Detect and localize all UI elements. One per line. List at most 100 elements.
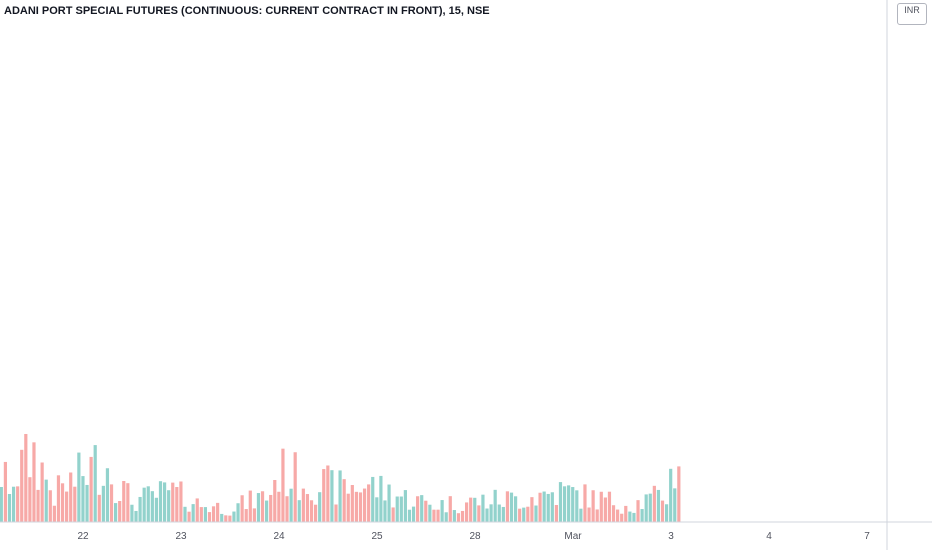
volume-bar xyxy=(432,509,436,522)
volume-bar xyxy=(473,497,477,522)
volume-bar xyxy=(354,491,359,522)
volume-bar xyxy=(52,505,56,522)
volume-bar xyxy=(420,495,424,522)
time-tick-label: 3 xyxy=(668,531,674,542)
volume-bar xyxy=(509,492,514,522)
volume-bar xyxy=(32,442,36,522)
volume-bar xyxy=(395,496,399,522)
price-axis-bg xyxy=(887,0,932,550)
volume-bar xyxy=(379,475,383,522)
volume-bar xyxy=(3,461,8,522)
volume-bar xyxy=(126,483,130,522)
volume-bar xyxy=(652,485,656,522)
volume-bar xyxy=(289,488,293,522)
time-tick-label: 28 xyxy=(469,531,481,542)
volume-bar xyxy=(669,468,673,522)
volume-bar xyxy=(48,490,52,522)
volume-bar xyxy=(648,493,652,522)
volume-bar xyxy=(428,504,432,522)
volume-bar xyxy=(187,511,191,522)
volume-bar xyxy=(624,505,628,522)
volume-bar xyxy=(334,504,338,522)
volume-bar xyxy=(644,494,648,522)
volume-bar xyxy=(28,477,32,522)
volume-bar xyxy=(191,504,195,522)
volume-bar xyxy=(158,481,163,522)
volume-bar xyxy=(322,469,326,522)
volume-bar xyxy=(595,509,599,522)
volume-bar xyxy=(371,476,375,522)
volume-bar xyxy=(664,504,669,522)
volume-bar xyxy=(440,500,444,522)
volume-bar xyxy=(93,445,97,522)
volume-bar xyxy=(456,513,461,522)
currency-button[interactable]: INR xyxy=(897,3,927,25)
time-tick-label: Mar xyxy=(564,531,582,542)
volume-bar xyxy=(73,486,77,522)
volume-bar xyxy=(162,482,167,522)
volume-bar xyxy=(338,470,342,522)
volume-bar xyxy=(326,465,330,522)
volume-bar xyxy=(620,513,624,522)
volume-bar xyxy=(24,433,28,522)
volume-bar xyxy=(571,487,575,522)
volume-bar xyxy=(579,508,583,522)
volume-bar xyxy=(465,502,469,522)
volume-bar xyxy=(611,505,616,522)
volume-bar xyxy=(587,507,591,522)
volume-bar xyxy=(309,500,314,522)
time-tick-label: 22 xyxy=(77,531,89,542)
volume-bar xyxy=(167,490,171,522)
volume-bar xyxy=(660,500,665,522)
volume-bar xyxy=(244,509,248,522)
volume-bar xyxy=(407,509,412,522)
volume-bar xyxy=(252,508,256,522)
volume-bar xyxy=(436,509,440,522)
time-tick-label: 25 xyxy=(371,531,383,542)
volume-bar xyxy=(518,508,522,522)
volume-bar xyxy=(265,500,269,522)
volume-bar xyxy=(232,511,236,522)
volume-bar xyxy=(105,468,110,522)
volume-bar xyxy=(383,500,387,522)
volume-bar xyxy=(118,500,122,522)
volume-bar xyxy=(558,482,563,522)
volume-bar xyxy=(240,495,244,522)
volume-bar xyxy=(599,491,603,522)
volume-bar xyxy=(69,472,73,522)
volume-bar xyxy=(448,496,452,522)
volume-bar xyxy=(89,456,93,522)
volume-bar xyxy=(56,475,61,522)
volume-bar xyxy=(273,480,277,522)
volume-bar xyxy=(640,509,644,522)
volume-bar xyxy=(301,488,305,522)
volume-bar xyxy=(203,507,207,522)
volume-bar xyxy=(387,484,391,522)
volume-bar xyxy=(260,491,265,522)
volume-bar xyxy=(350,485,354,522)
volume-bar xyxy=(305,494,310,522)
volume-bar xyxy=(485,508,489,522)
volume-bar xyxy=(285,496,289,522)
volume-bar xyxy=(40,462,44,522)
volume-bar xyxy=(269,494,273,522)
time-tick-label: 24 xyxy=(273,531,285,542)
volume-bar xyxy=(65,491,69,522)
volume-bar xyxy=(179,481,183,522)
volume-bar xyxy=(538,492,542,522)
volume-bar xyxy=(183,506,187,522)
volume-bar xyxy=(154,497,159,522)
volume-bar xyxy=(554,504,558,522)
volume-bar xyxy=(534,505,538,522)
volume-bar xyxy=(493,489,497,522)
volume-bar xyxy=(403,490,407,522)
volume-bar xyxy=(220,513,224,522)
volume-bar xyxy=(138,496,142,522)
volume-bar xyxy=(550,492,554,522)
volume-bar xyxy=(77,452,81,522)
volume-bar xyxy=(632,512,636,522)
volume-bar xyxy=(60,483,65,522)
symbol-title: ADANI PORT SPECIAL FUTURES (CONTINUOUS: … xyxy=(4,5,490,17)
